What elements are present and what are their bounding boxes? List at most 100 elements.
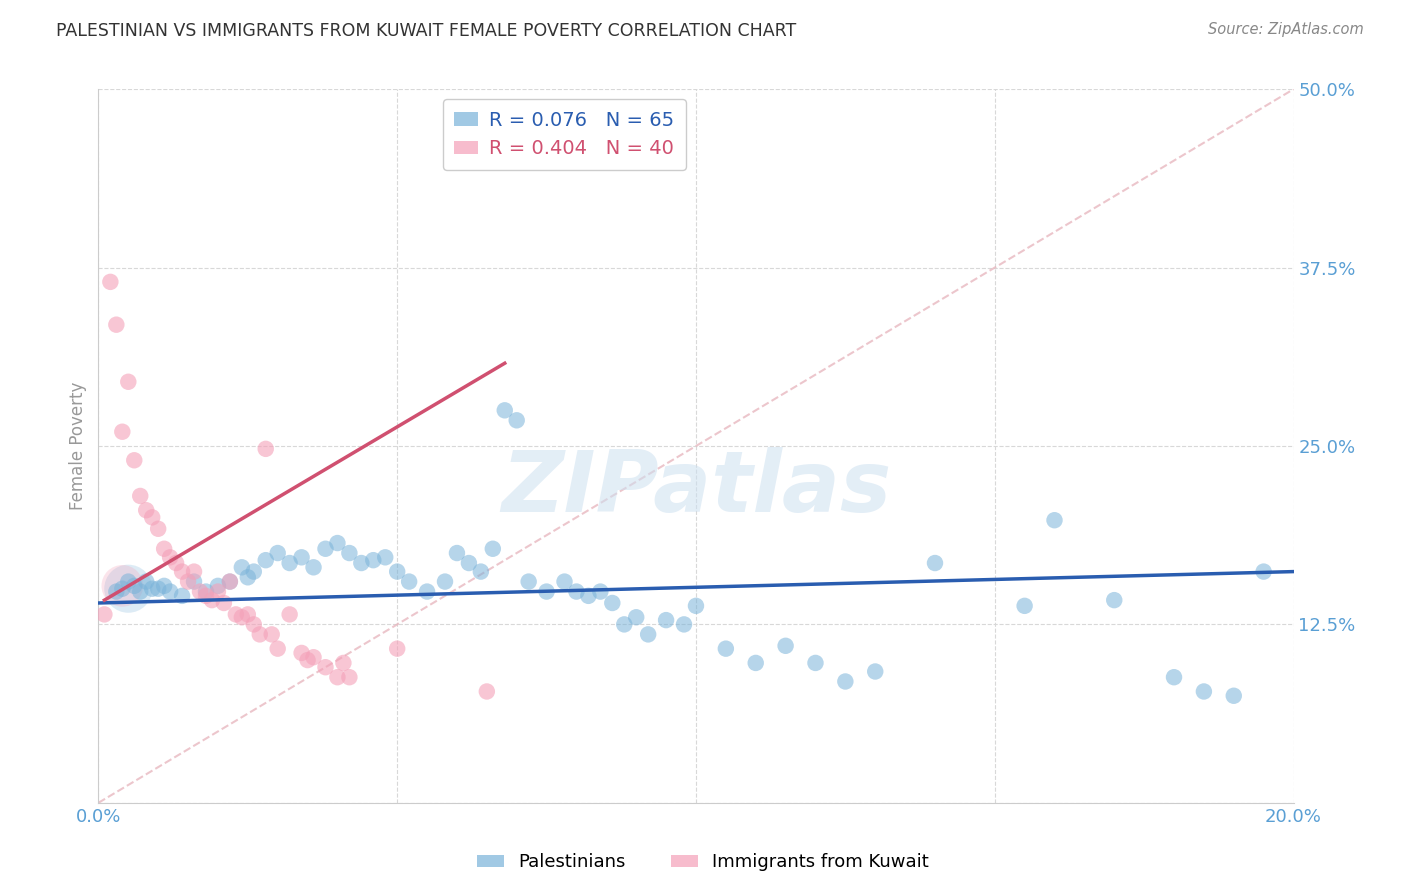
Point xyxy=(398,574,420,589)
Point xyxy=(363,553,385,567)
Text: PALESTINIAN VS IMMIGRANTS FROM KUWAIT FEMALE POVERTY CORRELATION CHART: PALESTINIAN VS IMMIGRANTS FROM KUWAIT FE… xyxy=(56,22,796,40)
Point xyxy=(339,670,361,684)
Point xyxy=(135,503,157,517)
Point xyxy=(195,589,218,603)
Point xyxy=(626,610,648,624)
Point xyxy=(613,617,636,632)
Text: Source: ZipAtlas.com: Source: ZipAtlas.com xyxy=(1208,22,1364,37)
Point xyxy=(1253,565,1275,579)
Point xyxy=(111,425,134,439)
Point xyxy=(470,565,492,579)
Point xyxy=(236,607,259,622)
Point xyxy=(291,646,314,660)
Legend: R = 0.076   N = 65, R = 0.404   N = 40: R = 0.076 N = 65, R = 0.404 N = 40 xyxy=(443,99,686,170)
Point xyxy=(254,553,277,567)
Point xyxy=(655,613,678,627)
Point xyxy=(117,375,139,389)
Point xyxy=(374,550,396,565)
Point xyxy=(637,627,659,641)
Point xyxy=(458,556,481,570)
Point xyxy=(554,574,576,589)
Point xyxy=(326,536,349,550)
Point xyxy=(219,574,242,589)
Point xyxy=(475,684,498,698)
Point xyxy=(105,318,128,332)
Point xyxy=(332,656,354,670)
Point xyxy=(565,584,588,599)
Point xyxy=(105,584,128,599)
Legend: Palestinians, Immigrants from Kuwait: Palestinians, Immigrants from Kuwait xyxy=(470,847,936,879)
Point xyxy=(297,653,319,667)
Point xyxy=(1014,599,1036,613)
Point xyxy=(231,560,253,574)
Point xyxy=(1223,689,1246,703)
Text: ZIPatlas: ZIPatlas xyxy=(501,447,891,531)
Point xyxy=(172,589,194,603)
Point xyxy=(302,650,325,665)
Point xyxy=(1043,513,1066,527)
Point xyxy=(494,403,516,417)
Point xyxy=(673,617,696,632)
Point xyxy=(243,565,266,579)
Point xyxy=(434,574,457,589)
Point xyxy=(243,617,266,632)
Point xyxy=(159,584,181,599)
Point xyxy=(315,541,337,556)
Point xyxy=(93,607,115,622)
Point xyxy=(865,665,887,679)
Point xyxy=(1163,670,1185,684)
Point xyxy=(153,541,176,556)
Point xyxy=(249,627,271,641)
Point xyxy=(267,641,290,656)
Point xyxy=(153,579,176,593)
Point xyxy=(129,489,152,503)
Point xyxy=(231,610,253,624)
Point xyxy=(339,546,361,560)
Point xyxy=(183,565,205,579)
Point xyxy=(236,570,259,584)
Point xyxy=(1192,684,1215,698)
Point xyxy=(517,574,540,589)
Point xyxy=(195,584,218,599)
Point xyxy=(326,670,349,684)
Point xyxy=(111,582,134,596)
Point xyxy=(775,639,797,653)
Point xyxy=(201,593,224,607)
Point xyxy=(385,641,409,656)
Point xyxy=(98,275,122,289)
Point xyxy=(804,656,827,670)
Point xyxy=(482,541,505,556)
Point xyxy=(225,607,247,622)
Point xyxy=(589,584,612,599)
Point xyxy=(1104,593,1126,607)
Y-axis label: Female Poverty: Female Poverty xyxy=(69,382,87,510)
Point xyxy=(685,599,707,613)
Point xyxy=(302,560,325,574)
Point xyxy=(385,565,409,579)
Point xyxy=(117,582,139,596)
Point xyxy=(117,574,139,589)
Point xyxy=(177,574,200,589)
Point xyxy=(315,660,337,674)
Point xyxy=(350,556,373,570)
Point xyxy=(124,579,146,593)
Point xyxy=(135,574,157,589)
Point xyxy=(446,546,468,560)
Point xyxy=(745,656,768,670)
Point xyxy=(602,596,624,610)
Point xyxy=(219,574,242,589)
Point xyxy=(278,607,301,622)
Point xyxy=(141,510,163,524)
Point xyxy=(212,596,235,610)
Point xyxy=(124,453,146,467)
Point xyxy=(578,589,600,603)
Point xyxy=(207,579,229,593)
Point xyxy=(111,579,134,593)
Point xyxy=(834,674,856,689)
Point xyxy=(714,641,737,656)
Point xyxy=(129,584,152,599)
Point xyxy=(165,556,187,570)
Point xyxy=(536,584,558,599)
Point xyxy=(141,582,163,596)
Point xyxy=(278,556,301,570)
